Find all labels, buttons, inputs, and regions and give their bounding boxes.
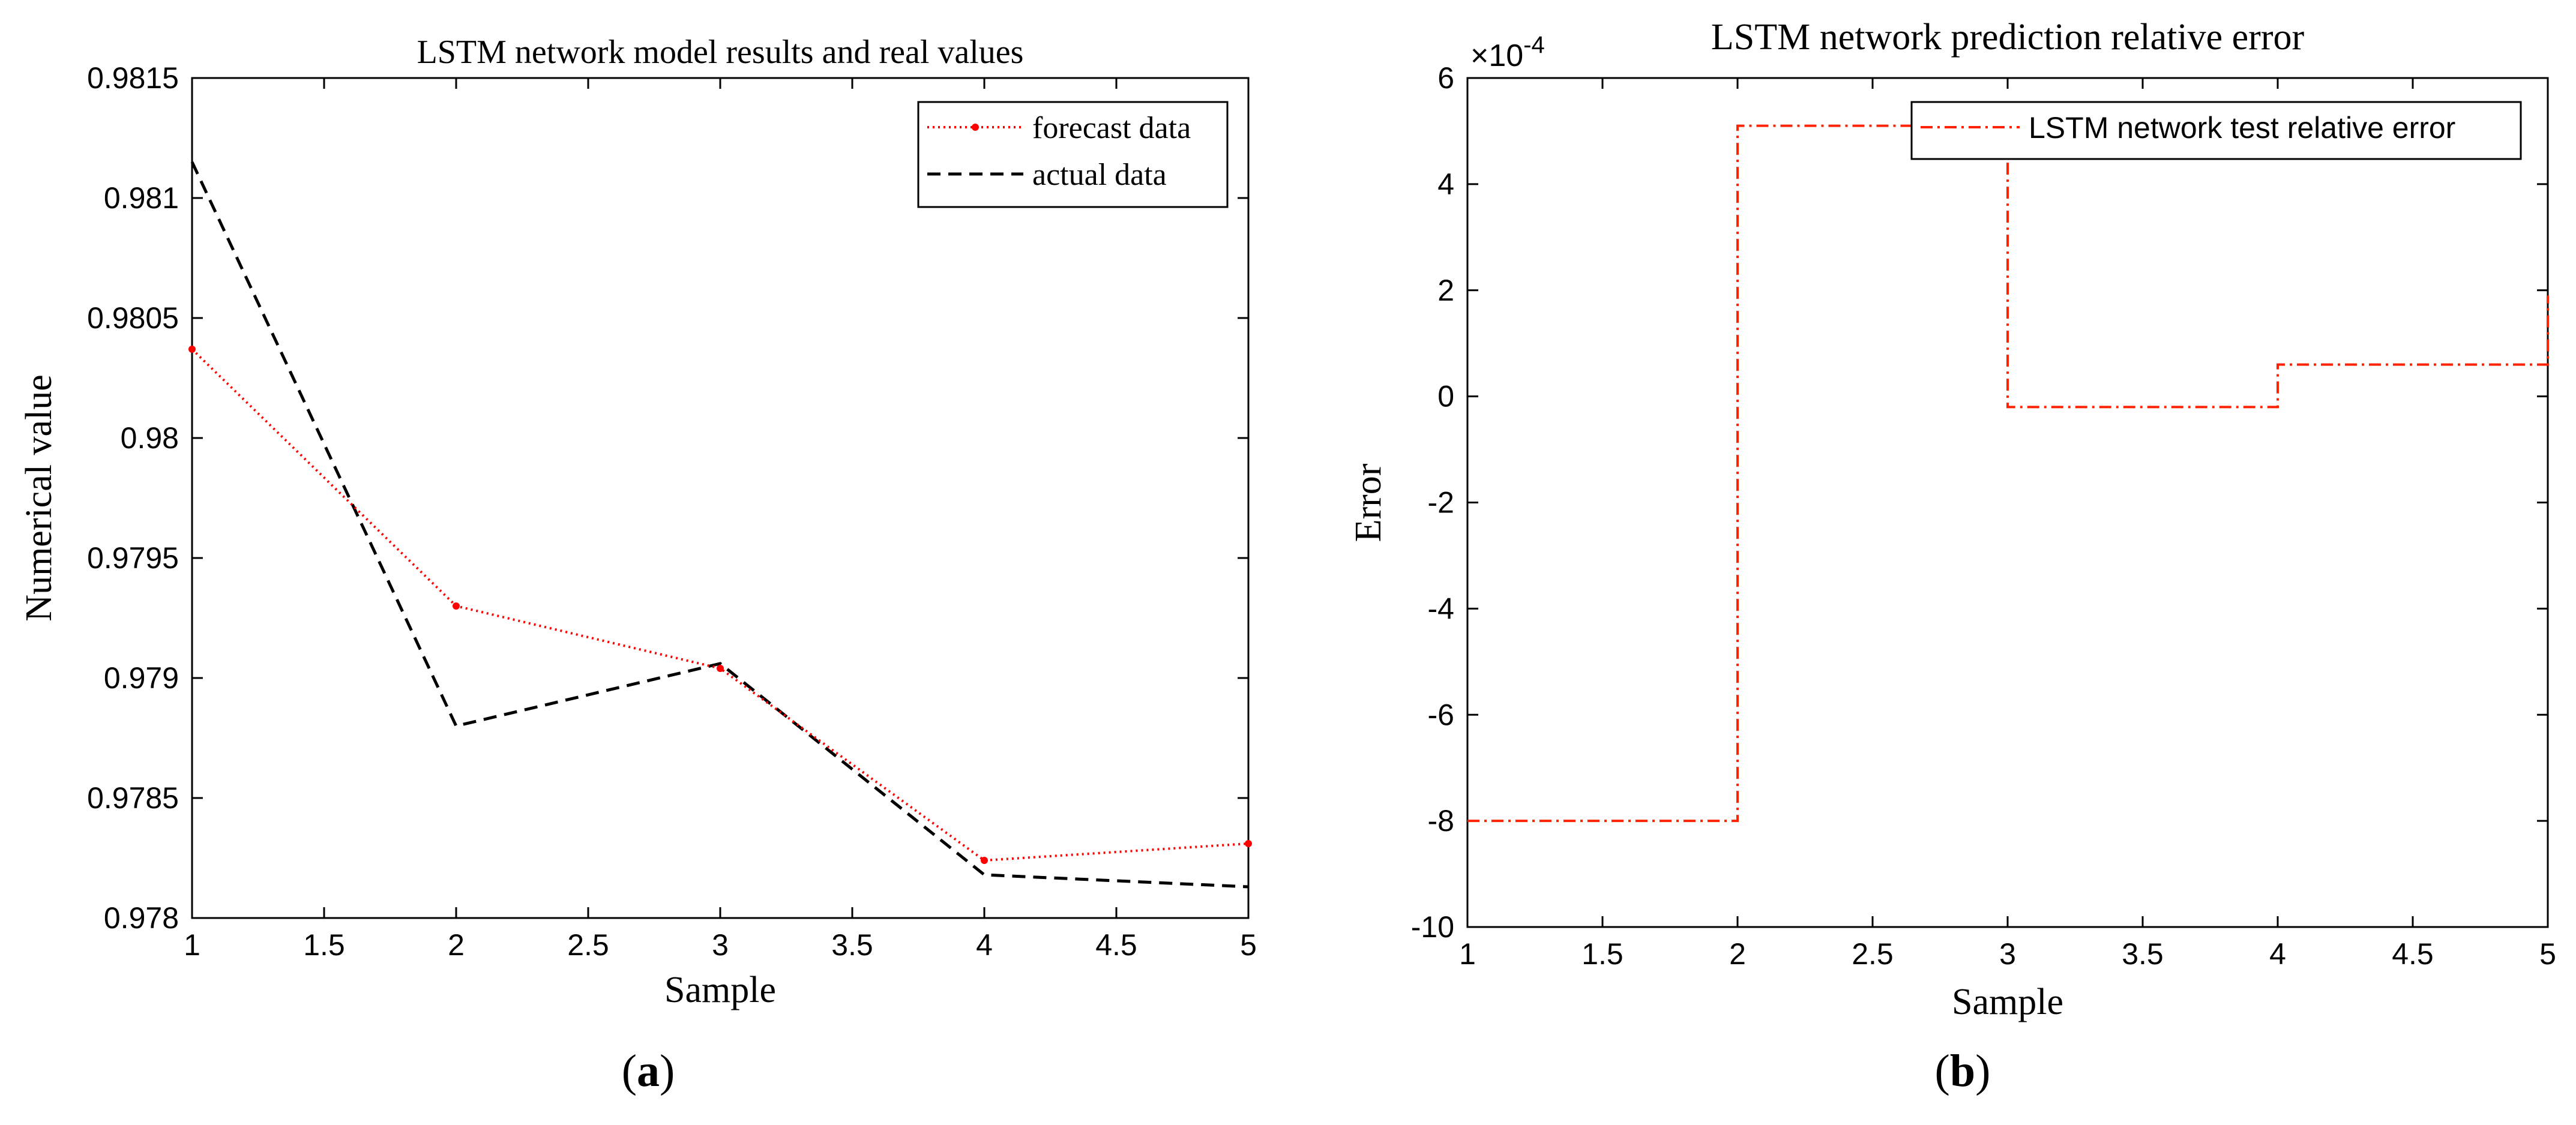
x-tick-label: 3	[712, 928, 729, 962]
plot-b-x-label: Sample	[1952, 982, 2063, 1022]
plot-b-y-ticks: -10 -8 -6 -4 -2 0 2 4 6	[1411, 61, 2548, 944]
y-tick-label: 6	[1437, 61, 1454, 95]
panel-a-letter: a	[637, 1046, 660, 1096]
x-tick-label: 2	[448, 928, 465, 962]
y-tick-label: 0.98	[121, 421, 179, 455]
plot-b-x-ticks: 1 1.5 2 2.5 3 3.5 4 4.5 5	[1459, 78, 2556, 971]
panel-a-caption: (a)	[622, 1046, 675, 1096]
forecast-point	[717, 665, 724, 672]
forecast-point	[188, 346, 196, 353]
y-tick-label: 0.981	[104, 181, 179, 215]
x-tick-label: 1	[1459, 937, 1476, 971]
x-tick-label: 4	[2269, 937, 2286, 971]
y-tick-label: -6	[1428, 698, 1454, 731]
panel-b-letter: b	[1950, 1046, 1975, 1096]
plot-a-y-ticks: 0.978 0.9785 0.979 0.9795 0.98 0.9805 0.981 0.9…	[87, 61, 1248, 935]
forecast-data-line	[191, 348, 1249, 862]
legend-actual-label: actual data	[1032, 158, 1167, 192]
y-tick-label: 2	[1437, 274, 1454, 307]
x-tick-label: 5	[1240, 928, 1257, 962]
error-step-line	[1467, 124, 2549, 823]
legend-forecast-label: forecast data	[1032, 111, 1191, 145]
panel-a: 1 1.5 2 2.5 3 3.5 4 4.5 5 0.978 0.9785 0.979 0.9795…	[19, 34, 1257, 1096]
y-tick-label: 0.979	[104, 661, 179, 695]
y-tick-label: -10	[1411, 910, 1454, 944]
y-tick-label: 0.9795	[87, 541, 179, 575]
forecast-point	[981, 857, 988, 864]
x-tick-label: 3	[1999, 937, 2016, 971]
x-tick-label: 5	[2539, 937, 2556, 971]
plot-b-title: LSTM network prediction relative error	[1711, 17, 2305, 58]
plot-b-legend-box	[1910, 101, 2522, 160]
legend-forecast-marker	[972, 124, 979, 131]
plot-b-exponent-power: -4	[1523, 32, 1545, 58]
x-tick-label: 3.5	[2122, 937, 2164, 971]
x-tick-label: 4.5	[1095, 928, 1137, 962]
y-tick-label: 4	[1437, 167, 1454, 201]
x-tick-label: 3.5	[831, 928, 873, 962]
y-tick-label: -4	[1428, 592, 1454, 625]
plot-a-legend: forecast data actual data	[917, 101, 1229, 208]
panel-b-caption: (b)	[1935, 1046, 1991, 1096]
y-tick-label: 0.9815	[87, 61, 179, 95]
plot-a-title: LSTM network model results and real valu…	[417, 34, 1024, 71]
x-tick-label: 2	[1729, 937, 1746, 971]
x-tick-label: 2.5	[1852, 937, 1894, 971]
plot-a-legend-box	[917, 101, 1229, 208]
plot-a-y-label: Numerical value	[19, 374, 59, 621]
x-tick-label: 4.5	[2392, 937, 2434, 971]
forecast-point	[1245, 840, 1252, 847]
y-tick-label: 0	[1437, 380, 1454, 413]
x-tick-label: 1.5	[303, 928, 345, 962]
plot-b-exponent-base: ×10	[1470, 38, 1523, 73]
y-tick-label: -8	[1428, 804, 1454, 838]
plot-a-series	[188, 161, 1252, 889]
plot-b-y-label: Error	[1348, 463, 1389, 542]
plot-b-series	[1467, 124, 2549, 823]
y-tick-label: 0.9805	[87, 301, 179, 335]
x-tick-label: 4	[976, 928, 993, 962]
y-tick-label: 0.978	[104, 901, 179, 935]
y-tick-label: -2	[1428, 486, 1454, 520]
legend-error-label: LSTM network test relative error	[2029, 111, 2455, 145]
y-tick-label: 0.9785	[87, 781, 179, 815]
plot-b-axis-exponent: ×10-4	[1470, 32, 1545, 73]
plot-a-x-label: Sample	[664, 970, 776, 1010]
x-tick-label: 1	[184, 928, 200, 962]
x-tick-label: 2.5	[567, 928, 609, 962]
x-tick-label: 1.5	[1581, 937, 1624, 971]
forecast-point	[453, 602, 460, 610]
plot-a-x-ticks: 1 1.5 2 2.5 3 3.5 4 4.5 5	[184, 78, 1257, 962]
plot-b-legend: LSTM network test relative error	[1910, 101, 2522, 160]
actual-data-line	[190, 161, 1249, 889]
